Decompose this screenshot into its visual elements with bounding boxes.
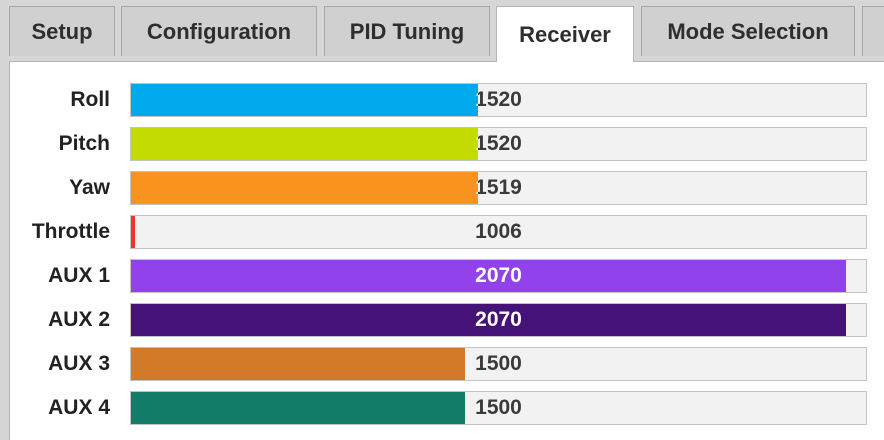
channel-value-overlay: 2070 xyxy=(475,308,522,331)
channel-value: 1500 xyxy=(475,352,522,375)
channel-label: Throttle xyxy=(31,220,110,243)
channel-bar-yaw[interactable]: 1519 1519 xyxy=(130,171,867,205)
channel-value: 1500 xyxy=(475,396,522,419)
channel-row-pitch: Pitch 1520 1520 xyxy=(0,127,884,163)
channel-row-aux-3: AUX 3 1500 1500 xyxy=(0,347,884,383)
channel-bar-fill: 2070 xyxy=(131,260,846,292)
tab-configuration-label: Configuration xyxy=(146,18,292,44)
channel-label: Pitch xyxy=(58,132,110,155)
channel-label: Roll xyxy=(70,88,110,111)
tab-setup-label: Setup xyxy=(31,18,93,44)
channel-row-yaw: Yaw 1519 1519 xyxy=(0,171,884,207)
channel-bar-throttle[interactable]: 1006 1006 xyxy=(130,215,867,249)
channel-row-aux-4: AUX 4 1500 1500 xyxy=(0,391,884,427)
channel-label: AUX 4 xyxy=(48,396,110,419)
channel-value-overlay: 1500 xyxy=(131,392,465,424)
channel-bar-aux-3[interactable]: 1500 1500 xyxy=(130,347,867,381)
tab-receiver[interactable]: Receiver xyxy=(496,6,634,62)
channel-row-throttle: Throttle 1006 1006 xyxy=(0,215,884,251)
channel-row-aux-2: AUX 2 2070 2070 xyxy=(0,303,884,339)
channel-value: 1520 xyxy=(475,88,522,111)
channel-bar-fill: 1006 xyxy=(131,216,135,248)
channel-label: AUX 3 xyxy=(48,352,110,375)
channel-value: 1006 xyxy=(475,220,522,243)
channel-row-aux-1: AUX 1 2070 2070 xyxy=(0,259,884,295)
channel-label: AUX 1 xyxy=(48,264,110,287)
tab-pid-tuning[interactable]: PID Tuning xyxy=(324,6,490,56)
channel-bar-aux-1[interactable]: 2070 2070 xyxy=(130,259,867,293)
tab-mode-selection[interactable]: Mode Selection xyxy=(641,6,855,56)
channel-value-overlay: 1006 xyxy=(131,216,135,248)
channel-label: Yaw xyxy=(69,176,110,199)
channel-bar-fill: 1500 xyxy=(131,392,466,424)
tab-setup[interactable]: Setup xyxy=(9,6,115,56)
channel-value: 1519 xyxy=(475,176,522,199)
channel-value-overlay: 1500 xyxy=(131,348,465,380)
channel-value: 1520 xyxy=(475,132,522,155)
channel-value-overlay: 1519 xyxy=(131,172,478,204)
channel-bar-fill: 2070 xyxy=(131,304,846,336)
tab-bar: Setup Configuration PID Tuning Receiver … xyxy=(0,0,884,66)
tab-pid-tuning-label: PID Tuning xyxy=(349,18,465,44)
channel-value-overlay: 1520 xyxy=(131,84,478,116)
channel-bar-aux-2[interactable]: 2070 2070 xyxy=(130,303,867,337)
channel-bar-roll[interactable]: 1520 1520 xyxy=(130,83,867,117)
tab-mode-selection-label: Mode Selection xyxy=(667,18,829,44)
channel-bar-pitch[interactable]: 1520 1520 xyxy=(130,127,867,161)
channel-row-roll: Roll 1520 1520 xyxy=(0,83,884,119)
tab-overflow[interactable] xyxy=(862,6,884,56)
channel-bar-fill: 1519 xyxy=(131,172,478,204)
tab-receiver-label: Receiver xyxy=(519,21,611,47)
channel-value-overlay: 1520 xyxy=(131,128,478,160)
channel-label: AUX 2 xyxy=(48,308,110,331)
channel-bar-aux-4[interactable]: 1500 1500 xyxy=(130,391,867,425)
channel-bar-fill: 1500 xyxy=(131,348,466,380)
channel-bar-fill: 1520 xyxy=(131,84,479,116)
tab-configuration[interactable]: Configuration xyxy=(121,6,317,56)
channel-value-overlay: 2070 xyxy=(475,264,522,287)
channel-bar-fill: 1520 xyxy=(131,128,479,160)
